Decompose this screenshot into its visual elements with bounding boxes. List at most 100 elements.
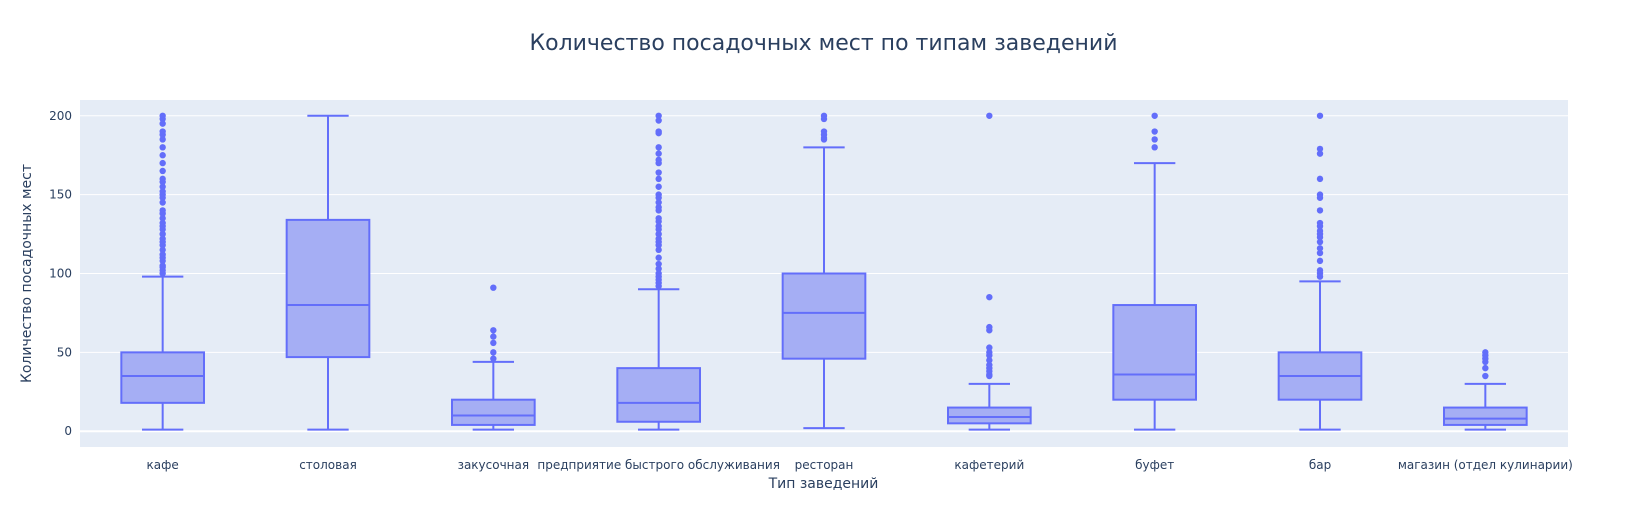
outlier-point	[655, 230, 662, 238]
x-tick-label: буфет	[1135, 458, 1174, 472]
x-tick-label: столовая	[299, 458, 357, 472]
box-iqr	[616, 367, 701, 423]
box-6[interactable]	[1112, 112, 1198, 431]
x-tick-label: закусочная	[458, 458, 530, 472]
outlier-point	[655, 112, 662, 119]
box-0[interactable]	[120, 112, 205, 431]
box-iqr	[781, 272, 867, 360]
outlier-point	[159, 199, 166, 206]
x-axis-label: Тип заведений	[768, 476, 879, 492]
box-1[interactable]	[285, 114, 371, 431]
box-iqr	[1443, 406, 1528, 426]
outlier-point	[1482, 349, 1489, 356]
y-tick-label: 100	[49, 267, 72, 281]
outlier-point	[490, 349, 497, 356]
outlier-point	[655, 199, 662, 206]
outlier-point	[986, 349, 993, 356]
outlier-point	[1316, 150, 1324, 157]
box-iqr	[1112, 304, 1198, 401]
x-tick-label: кафетерий	[954, 458, 1024, 472]
outlier-point	[159, 251, 166, 258]
outlier-point	[655, 246, 662, 254]
y-tick-labels: 0 50 100 150 200	[49, 109, 72, 438]
y-axis-label: Количество посадочных мест	[19, 164, 35, 383]
outlier-point	[655, 265, 662, 272]
outlier-point	[655, 169, 662, 176]
outlier-point	[1151, 144, 1158, 151]
outlier-point	[159, 128, 166, 135]
outlier-point	[1316, 238, 1324, 246]
x-tick-label: кафе	[147, 458, 179, 472]
outlier-point	[490, 333, 497, 340]
outlier-point	[159, 120, 166, 127]
y-tick-label: 50	[57, 345, 72, 359]
outlier-point	[655, 191, 662, 198]
chart-title: Количество посадочных мест по типам заве…	[529, 31, 1117, 56]
x-tick-label: бар	[1309, 458, 1331, 472]
outlier-point	[1316, 112, 1324, 119]
outlier-point	[159, 175, 166, 183]
outlier-point	[1151, 136, 1158, 143]
box-2[interactable]	[451, 284, 536, 431]
outlier-point	[490, 355, 497, 362]
outlier-point	[159, 262, 166, 269]
outlier-point	[1316, 249, 1324, 257]
y-tick-label: 150	[49, 188, 72, 202]
outlier-point	[655, 144, 662, 151]
outlier-point	[1316, 257, 1324, 265]
outlier-point	[986, 357, 993, 364]
box-iqr	[285, 218, 371, 359]
outlier-point	[159, 152, 166, 159]
outlier-point	[1482, 372, 1489, 380]
outlier-point	[159, 144, 166, 151]
x-tick-label: магазин (отдел кулинарии)	[1398, 458, 1573, 472]
box-iqr	[947, 406, 1032, 425]
outlier-point	[655, 235, 662, 242]
box-8[interactable]	[1443, 349, 1528, 431]
x-tick-label: ресторан	[795, 458, 854, 472]
box-7[interactable]	[1277, 112, 1363, 431]
outlier-point	[1316, 191, 1324, 198]
y-tick-label: 0	[64, 424, 72, 438]
outlier-point	[655, 204, 662, 211]
box-5[interactable]	[947, 112, 1032, 431]
x-tick-label: предприятие быстрого обслуживания	[537, 458, 780, 472]
outlier-point	[159, 235, 166, 242]
outlier-point	[986, 112, 993, 119]
outlier-point	[655, 215, 662, 222]
outlier-point	[159, 159, 166, 167]
outlier-point	[159, 215, 166, 222]
outlier-point	[1316, 219, 1324, 227]
outlier-point	[655, 175, 662, 183]
outlier-point	[1316, 207, 1324, 214]
box-3[interactable]	[616, 112, 701, 431]
outlier-point	[1316, 245, 1324, 252]
outlier-point	[655, 222, 662, 230]
outlier-point	[159, 246, 166, 254]
y-tick-label: 200	[49, 109, 72, 123]
outlier-point	[159, 207, 166, 214]
outlier-point	[1316, 145, 1324, 153]
outlier-point	[986, 293, 993, 301]
outlier-point	[490, 339, 497, 347]
outlier-point	[655, 260, 662, 268]
outlier-point	[1482, 364, 1489, 372]
box-4[interactable]	[781, 112, 867, 430]
boxes-group	[120, 112, 1528, 431]
outlier-point	[159, 112, 166, 119]
x-tick-labels: кафе столовая закусочная предприятие быстро…	[147, 458, 1573, 472]
outlier-point	[655, 270, 662, 277]
outlier-point	[490, 284, 497, 291]
box-iqr	[120, 351, 205, 404]
box-iqr	[451, 398, 536, 426]
outlier-point	[159, 230, 166, 238]
outlier-point	[655, 156, 662, 164]
outlier-point	[159, 188, 166, 195]
outlier-point	[655, 183, 662, 190]
outlier-point	[1316, 267, 1324, 274]
outlier-point	[986, 323, 993, 331]
outlier-point	[820, 128, 828, 135]
outlier-point	[159, 136, 166, 143]
